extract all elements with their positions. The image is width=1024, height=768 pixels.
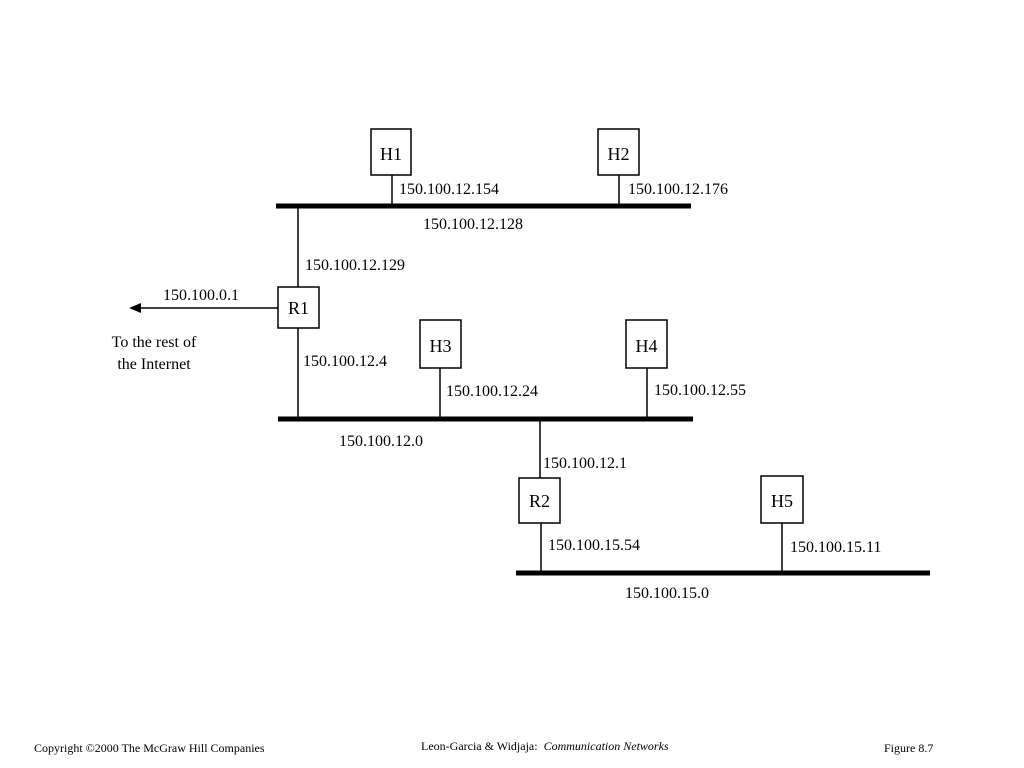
node-h2-label: H2 — [608, 144, 630, 164]
node-h1-label: H1 — [380, 144, 402, 164]
internet-arrow-icon — [129, 303, 141, 313]
node-r1-label: R1 — [288, 298, 309, 318]
footer-figure-number: Figure 8.7 — [884, 741, 934, 755]
address-h5: 150.100.15.11 — [790, 539, 881, 556]
footer-book-title: Communication Networks — [543, 739, 669, 753]
footer-authors: Leon-Garcia & Widjaja: — [421, 739, 538, 753]
node-h3-box — [419, 319, 462, 369]
footer-copyright: Copyright ©2000 The McGraw Hill Companie… — [34, 741, 265, 755]
address-h2: 150.100.12.176 — [628, 181, 728, 198]
node-r2: R2 — [518, 477, 561, 524]
address-r2-top: 150.100.12.1 — [543, 455, 627, 472]
node-h5-box — [760, 475, 804, 524]
footer-citation: Leon-Garcia & Widjaja: Communication Net… — [421, 739, 669, 754]
node-h4-box — [625, 319, 668, 369]
node-r2-label: R2 — [529, 491, 550, 511]
node-h3-label: H3 — [430, 336, 452, 356]
node-h5-label: H5 — [771, 491, 793, 511]
internet-caption-line2: the Internet — [117, 356, 191, 373]
node-h5: H5 — [760, 475, 804, 524]
address-r2-bottom: 150.100.15.54 — [548, 537, 640, 554]
network-label-top: 150.100.12.128 — [423, 216, 523, 233]
node-r1: R1 — [277, 286, 320, 329]
node-h1: H1 — [370, 128, 412, 176]
address-r1-internet: 150.100.0.1 — [163, 287, 239, 304]
node-h4: H4 — [625, 319, 668, 369]
network-label-middle: 150.100.12.0 — [339, 433, 423, 450]
internet-caption-line1: To the rest of — [112, 334, 197, 351]
node-r1-box — [277, 286, 320, 329]
address-h4: 150.100.12.55 — [654, 382, 746, 399]
node-h1-box — [370, 128, 412, 176]
address-r1-bottom: 150.100.12.4 — [303, 353, 387, 370]
address-h1: 150.100.12.154 — [399, 181, 499, 198]
address-h3: 150.100.12.24 — [446, 383, 538, 400]
node-h3: H3 — [419, 319, 462, 369]
node-h2-box — [597, 128, 640, 176]
node-h4-label: H4 — [636, 336, 658, 356]
network-label-bottom: 150.100.15.0 — [625, 585, 709, 602]
node-r2-box — [518, 477, 561, 524]
node-h2: H2 — [597, 128, 640, 176]
address-r1-top: 150.100.12.129 — [305, 257, 405, 274]
